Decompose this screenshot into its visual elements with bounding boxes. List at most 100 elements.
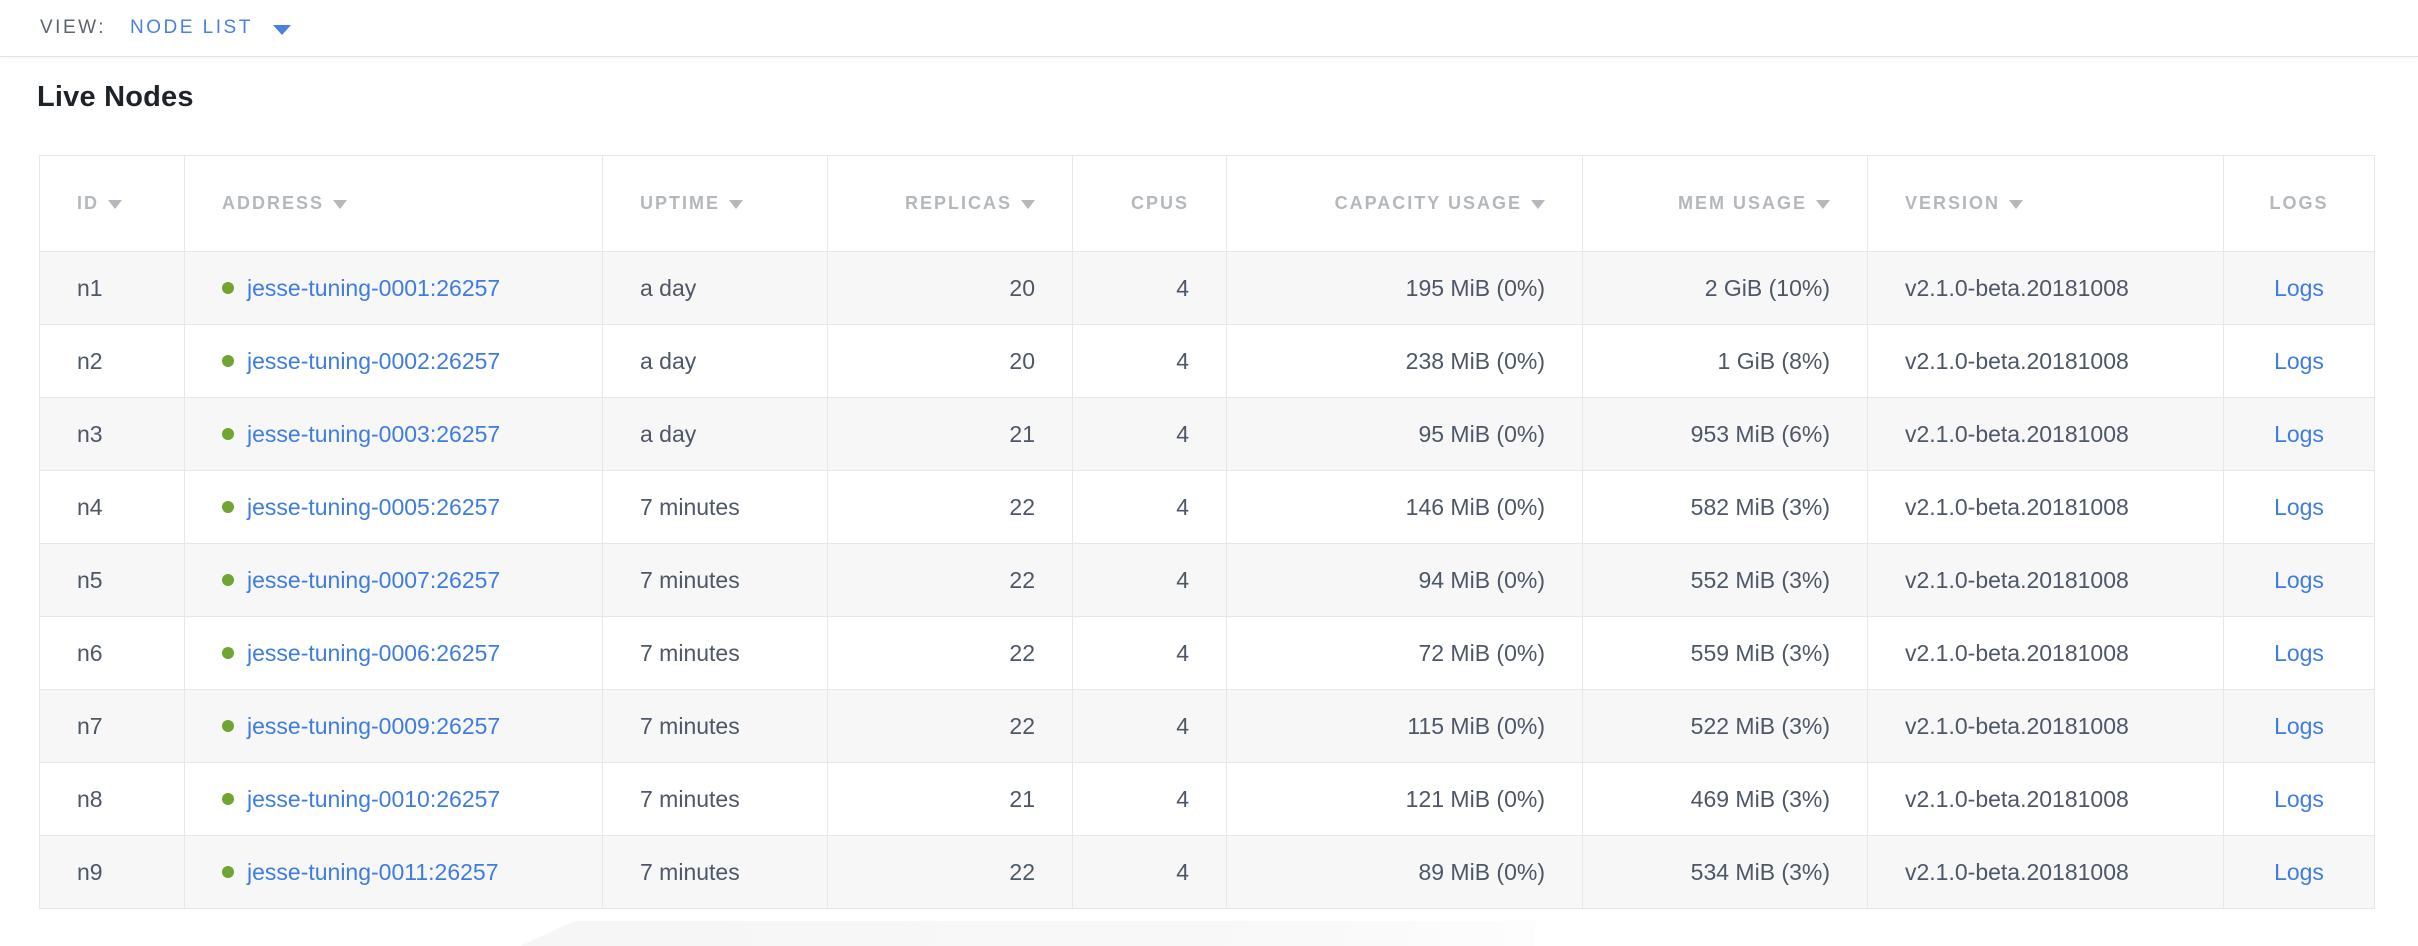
cell-address: jesse-tuning-0001:26257 (184, 251, 603, 325)
cell-capacity: 115 MiB (0%) (1226, 689, 1583, 763)
cell-id: n6 (39, 616, 185, 690)
node-logs-link[interactable]: Logs (2274, 639, 2324, 666)
cell-logs: Logs (2223, 397, 2375, 471)
cell-uptime: 7 minutes (602, 543, 828, 617)
node-logs-link[interactable]: Logs (2274, 712, 2324, 739)
cell-logs: Logs (2223, 251, 2375, 325)
column-header-label: ID (77, 193, 99, 213)
cell-capacity: 72 MiB (0%) (1226, 616, 1583, 690)
cell-version: v2.1.0-beta.20181008 (1867, 689, 2224, 763)
cell-mem: 559 MiB (3%) (1582, 616, 1868, 690)
cell-id: n2 (39, 324, 185, 398)
cell-mem: 582 MiB (3%) (1582, 470, 1868, 544)
cell-capacity: 95 MiB (0%) (1226, 397, 1583, 471)
view-selector-bar: VIEW: NODE LIST (0, 0, 2418, 57)
cell-logs: Logs (2223, 616, 2375, 690)
node-logs-link[interactable]: Logs (2274, 785, 2324, 812)
cell-uptime: a day (602, 324, 828, 398)
column-header-replicas[interactable]: REPLICAS (827, 155, 1073, 252)
column-header-capacity[interactable]: CAPACITY USAGE (1226, 155, 1583, 252)
cell-mem: 522 MiB (3%) (1582, 689, 1868, 763)
column-header-version[interactable]: VERSION (1867, 155, 2224, 252)
node-address-link[interactable]: jesse-tuning-0009:26257 (247, 712, 501, 739)
cell-version: v2.1.0-beta.20181008 (1867, 397, 2224, 471)
cell-capacity: 94 MiB (0%) (1226, 543, 1583, 617)
cell-cpus: 4 (1072, 835, 1227, 909)
node-address-link[interactable]: jesse-tuning-0011:26257 (247, 858, 499, 885)
cell-address: jesse-tuning-0002:26257 (184, 324, 603, 398)
cell-logs: Logs (2223, 543, 2375, 617)
column-header-uptime[interactable]: UPTIME (602, 155, 828, 252)
table-row: n9 jesse-tuning-0011:26257 7 minutes 22 4 89 … (39, 835, 2375, 909)
cell-capacity: 238 MiB (0%) (1226, 324, 1583, 398)
column-header-label: VERSION (1905, 193, 2001, 213)
column-header-cpus: CPUS (1072, 155, 1227, 252)
cell-cpus: 4 (1072, 616, 1227, 690)
sort-arrow-icon (1021, 200, 1035, 209)
column-header-label: LOGS (2269, 193, 2329, 213)
cell-address: jesse-tuning-0007:26257 (184, 543, 603, 617)
column-header-mem[interactable]: MEM USAGE (1582, 155, 1868, 252)
node-logs-link[interactable]: Logs (2274, 566, 2324, 593)
cell-version: v2.1.0-beta.20181008 (1867, 543, 2224, 617)
cell-uptime: 7 minutes (602, 689, 828, 763)
table-row: n1 jesse-tuning-0001:26257 a day 20 4 195 MiB… (39, 251, 2375, 325)
node-address-link[interactable]: jesse-tuning-0010:26257 (247, 785, 501, 812)
node-logs-link[interactable]: Logs (2274, 858, 2324, 885)
node-address-link[interactable]: jesse-tuning-0005:26257 (247, 493, 501, 520)
node-live-status-dot-icon (222, 354, 234, 367)
column-header-logs: LOGS (2223, 155, 2375, 252)
cell-capacity: 195 MiB (0%) (1226, 251, 1583, 325)
cell-replicas: 22 (827, 835, 1073, 909)
cell-uptime: a day (602, 397, 828, 471)
cell-capacity: 89 MiB (0%) (1226, 835, 1583, 909)
cell-address: jesse-tuning-0009:26257 (184, 689, 603, 763)
cell-cpus: 4 (1072, 689, 1227, 763)
node-address-link[interactable]: jesse-tuning-0006:26257 (247, 639, 501, 666)
cell-uptime: 7 minutes (602, 616, 828, 690)
column-header-address[interactable]: ADDRESS (184, 155, 603, 252)
cell-id: n5 (39, 543, 185, 617)
node-address-link[interactable]: jesse-tuning-0001:26257 (247, 274, 501, 301)
cell-logs: Logs (2223, 762, 2375, 836)
page-title: Live Nodes (37, 81, 194, 113)
chevron-down-icon (272, 24, 291, 35)
column-header-id[interactable]: ID (39, 155, 185, 252)
cell-cpus: 4 (1072, 251, 1227, 325)
node-address-link[interactable]: jesse-tuning-0002:26257 (247, 347, 501, 374)
cell-uptime: 7 minutes (602, 762, 828, 836)
node-logs-link[interactable]: Logs (2274, 493, 2324, 520)
node-logs-link[interactable]: Logs (2274, 347, 2324, 374)
sort-arrow-icon (108, 200, 122, 209)
cell-id: n1 (39, 251, 185, 325)
cell-uptime: 7 minutes (602, 470, 828, 544)
cell-replicas: 22 (827, 689, 1073, 763)
table-row: n6 jesse-tuning-0006:26257 7 minutes 22 4 72 … (39, 616, 2375, 690)
cell-cpus: 4 (1072, 397, 1227, 471)
column-header-label: CAPACITY USAGE (1334, 193, 1522, 213)
live-nodes-table-container: ID ADDRESS UPTIME REPLICAS CPUS CAPACITY USAG… (39, 155, 2379, 909)
cell-version: v2.1.0-beta.20181008 (1867, 251, 2224, 325)
node-logs-link[interactable]: Logs (2274, 274, 2324, 301)
node-address-link[interactable]: jesse-tuning-0003:26257 (247, 420, 501, 447)
node-address-link[interactable]: jesse-tuning-0007:26257 (247, 566, 501, 593)
cell-version: v2.1.0-beta.20181008 (1867, 835, 2224, 909)
table-row: n2 jesse-tuning-0002:26257 a day 20 4 238 MiB… (39, 324, 2375, 398)
sort-arrow-icon (1531, 200, 1545, 209)
cell-logs: Logs (2223, 835, 2375, 909)
sort-arrow-icon (729, 200, 744, 209)
cell-mem: 552 MiB (3%) (1582, 543, 1868, 617)
node-live-status-dot-icon (222, 281, 234, 294)
column-header-label: ADDRESS (222, 193, 325, 213)
cell-cpus: 4 (1072, 324, 1227, 398)
node-logs-link[interactable]: Logs (2274, 420, 2324, 447)
view-label: VIEW: (40, 17, 106, 38)
cell-replicas: 22 (827, 470, 1073, 544)
column-header-label: CPUS (1130, 193, 1189, 213)
cell-id: n8 (39, 762, 185, 836)
cell-id: n4 (39, 470, 185, 544)
cell-mem: 953 MiB (6%) (1582, 397, 1868, 471)
view-dropdown[interactable]: NODE LIST (130, 17, 291, 39)
cell-cpus: 4 (1072, 470, 1227, 544)
column-header-label: REPLICAS (904, 193, 1012, 213)
